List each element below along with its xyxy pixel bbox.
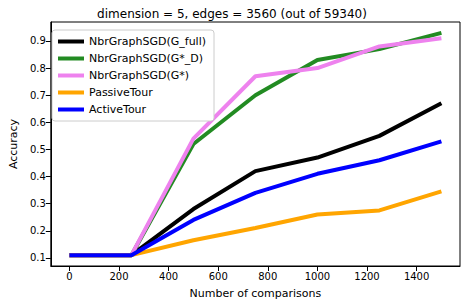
- svg-text:0.2: 0.2: [30, 225, 46, 236]
- svg-text:0.8: 0.8: [30, 63, 46, 74]
- svg-text:800: 800: [258, 271, 277, 282]
- svg-text:0.3: 0.3: [30, 198, 46, 209]
- svg-text:400: 400: [159, 271, 178, 282]
- svg-text:600: 600: [209, 271, 228, 282]
- svg-text:0: 0: [66, 271, 72, 282]
- svg-text:Accuracy: Accuracy: [7, 118, 20, 169]
- svg-text:NbrGraphSGD(G_full): NbrGraphSGD(G_full): [89, 35, 206, 48]
- svg-text:0.7: 0.7: [30, 90, 46, 101]
- svg-text:NbrGraphSGD(G*_D): NbrGraphSGD(G*_D): [89, 52, 203, 65]
- svg-text:ActiveTour: ActiveTour: [89, 103, 147, 116]
- svg-text:dimension = 5, edges = 3560 (o: dimension = 5, edges = 3560 (out of 5934…: [97, 7, 367, 21]
- svg-text:PassiveTour: PassiveTour: [89, 86, 153, 99]
- svg-text:0.1: 0.1: [30, 252, 46, 263]
- svg-text:0.5: 0.5: [30, 144, 46, 155]
- svg-text:Number of comparisons: Number of comparisons: [190, 287, 322, 300]
- svg-text:0.6: 0.6: [30, 117, 46, 128]
- svg-text:1000: 1000: [305, 271, 330, 282]
- svg-text:0.4: 0.4: [30, 171, 46, 182]
- svg-text:1200: 1200: [354, 271, 379, 282]
- svg-text:NbrGraphSGD(G*): NbrGraphSGD(G*): [89, 69, 189, 82]
- svg-text:0.9: 0.9: [30, 35, 46, 46]
- svg-text:1400: 1400: [404, 271, 429, 282]
- svg-text:200: 200: [109, 271, 128, 282]
